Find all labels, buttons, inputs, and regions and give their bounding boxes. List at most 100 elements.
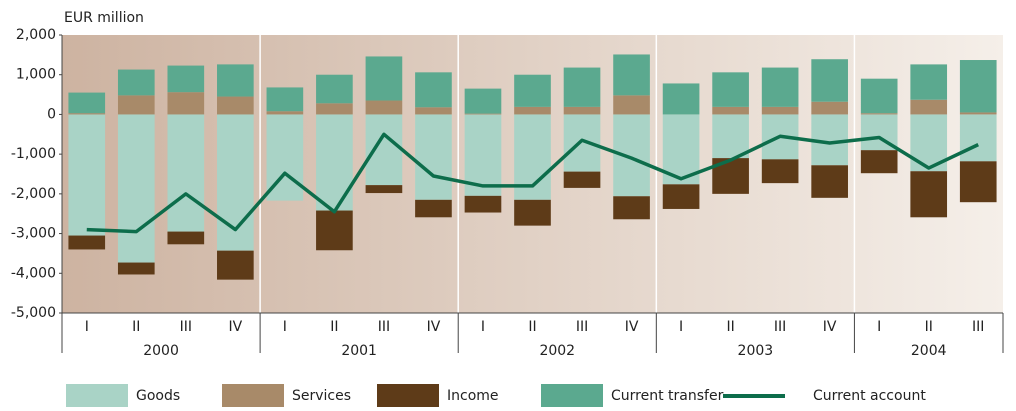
- bar-segment: [563, 106, 601, 115]
- x-tick-label: I: [877, 319, 881, 335]
- bar-segment: [68, 113, 106, 115]
- bar-segment: [117, 114, 155, 263]
- y-tick-label: -3,000: [11, 226, 56, 242]
- y-tick-label: -1,000: [11, 146, 56, 162]
- bar-segment: [68, 235, 106, 250]
- x-tick-label: I: [283, 319, 287, 335]
- x-tick-label: III: [576, 319, 588, 335]
- bar-segment: [563, 67, 601, 107]
- y-tick-label: -4,000: [11, 265, 56, 281]
- x-tick-label: II: [528, 319, 536, 335]
- bar-segment: [167, 92, 205, 115]
- bar-segment: [860, 113, 898, 115]
- bar-segment: [910, 99, 948, 115]
- bar-segment: [959, 112, 997, 115]
- bar-segment: [910, 171, 948, 218]
- bar-segment: [514, 106, 551, 115]
- group-label: 2000: [143, 343, 179, 359]
- bar-segment: [761, 106, 799, 115]
- bar-segment: [910, 64, 948, 100]
- bar-segment: [316, 114, 353, 211]
- group-label: 2001: [341, 343, 377, 359]
- x-tick-label: IV: [625, 319, 639, 335]
- y-tick-label: 0: [47, 106, 56, 122]
- x-tick-label: I: [85, 319, 89, 335]
- bar-segment: [365, 56, 403, 101]
- bar-segment: [167, 231, 205, 245]
- bar-segment: [959, 161, 997, 203]
- group-label: 2004: [911, 343, 947, 359]
- bar-segment: [316, 210, 353, 251]
- bar-segment: [316, 103, 353, 115]
- bar-segment: [167, 114, 205, 232]
- bar-segment: [613, 196, 650, 220]
- bar-segment: [811, 101, 848, 115]
- line-series: [86, 132, 979, 234]
- x-tick-label: I: [679, 319, 683, 335]
- bar-segment: [860, 150, 898, 174]
- bar-segment: [464, 195, 502, 213]
- bar-segment: [266, 87, 304, 112]
- bar-segment: [217, 96, 254, 115]
- bar-segment: [811, 165, 848, 198]
- x-tick-label: IV: [823, 319, 837, 335]
- bar-segment: [117, 95, 155, 115]
- bar-segment: [712, 114, 749, 159]
- group-label: 2003: [738, 343, 774, 359]
- bar-segment: [811, 59, 848, 102]
- bar-segment: [217, 64, 254, 97]
- y-tick-label: 1,000: [16, 67, 56, 83]
- bar-segment: [514, 199, 551, 226]
- bar-segment: [117, 69, 155, 96]
- bar-segment: [761, 159, 799, 184]
- y-tick-label: -5,000: [11, 305, 56, 321]
- y-tick-label: -2,000: [11, 186, 56, 202]
- x-tick-label: IV: [228, 319, 242, 335]
- bar-segment: [415, 107, 452, 115]
- y-tick-label: 2,000: [16, 27, 56, 43]
- bar-segment: [365, 100, 403, 115]
- legend-label: Income: [447, 388, 499, 404]
- bar-segment: [662, 83, 700, 115]
- group-label: 2002: [539, 343, 575, 359]
- bar-segment: [860, 78, 898, 114]
- x-tick-label: II: [726, 319, 734, 335]
- x-tick-label: II: [925, 319, 933, 335]
- bar-segment: [365, 114, 403, 186]
- bar-segment: [613, 54, 650, 96]
- x-tick-label: III: [378, 319, 390, 335]
- bar-segment: [415, 114, 452, 200]
- bar-segment: [712, 72, 749, 107]
- x-tick-label: I: [481, 319, 485, 335]
- legend-label: Current transfer: [611, 388, 724, 404]
- legend-swatch: [66, 384, 128, 408]
- bar-segment: [117, 262, 155, 275]
- bar-segment: [415, 72, 452, 108]
- x-tick-label: III: [774, 319, 786, 335]
- x-tick-label: II: [132, 319, 140, 335]
- legend-swatch: [541, 384, 603, 408]
- bar-segment: [415, 199, 452, 218]
- bar-segment: [365, 185, 403, 194]
- bar-segment: [761, 67, 799, 107]
- x-tick-label: III: [972, 319, 984, 335]
- x-tick-label: IV: [427, 319, 441, 335]
- bar-segment: [68, 92, 106, 114]
- bar-segment: [266, 111, 304, 115]
- bar-segment: [217, 250, 254, 280]
- x-tick-label: II: [330, 319, 338, 335]
- bar-segment: [959, 114, 997, 162]
- x-tick-label: III: [180, 319, 192, 335]
- bar-segment: [613, 95, 650, 115]
- bar-segment: [662, 184, 700, 209]
- bar-segment: [316, 74, 353, 104]
- bar-segment: [68, 114, 106, 236]
- bar-segment: [712, 106, 749, 115]
- y-axis-label: EUR million: [64, 10, 144, 26]
- legend-label: Services: [292, 388, 351, 404]
- bar-segment: [464, 113, 502, 115]
- bar-segment: [959, 60, 997, 113]
- bar-segment: [167, 65, 205, 93]
- bar-segment: [464, 88, 502, 114]
